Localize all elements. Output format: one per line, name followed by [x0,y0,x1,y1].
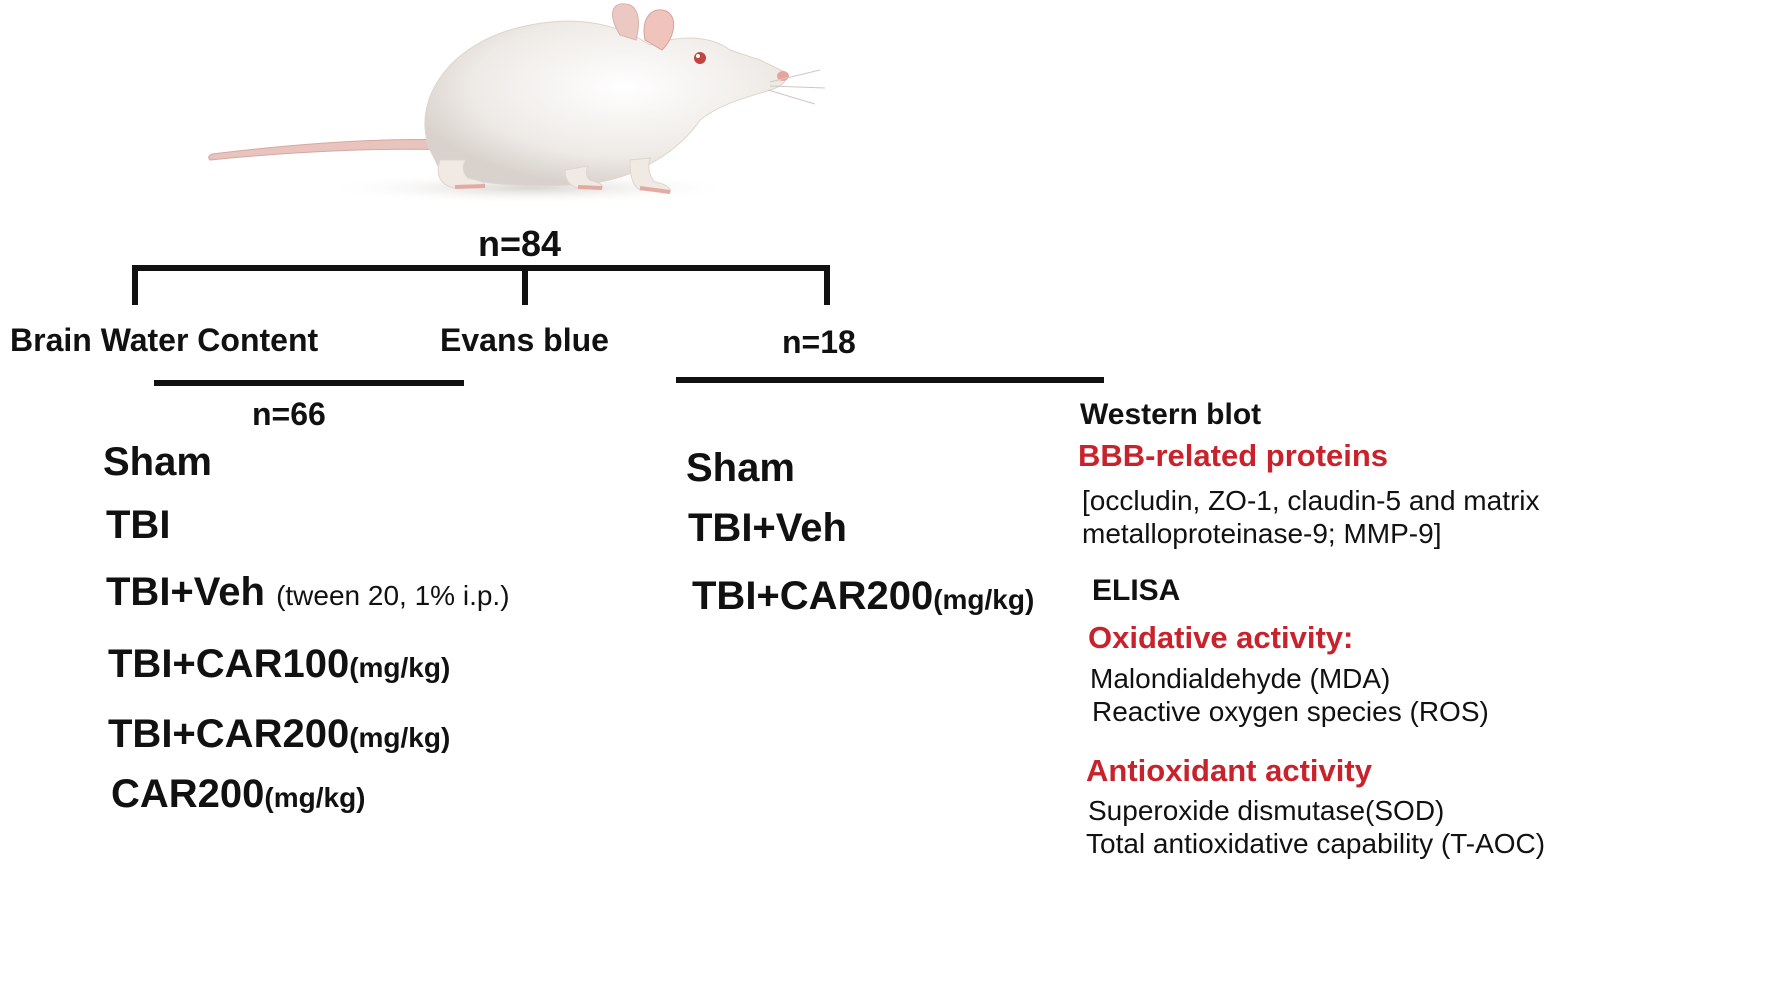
bbb-proteins-line-1: [occludin, ZO-1, claudin-5 and matrix [1082,485,1540,516]
top-bracket-left-tick [132,265,138,305]
left-n: n=66 [252,396,326,432]
left-group-item: TBI+Veh (tween 20, 1% i.p.) [106,570,510,615]
antioxidant-activity-title: Antioxidant activity [1086,753,1372,788]
left-group-item: CAR200(mg/kg) [111,772,366,817]
group-label: Sham [103,440,212,484]
group-label: Sham [686,446,795,490]
top-bracket-bar [132,265,830,271]
branch-evans-blue: Evans blue [440,322,609,358]
branch-brain-water-content: Brain Water Content [10,322,319,358]
right-group-item: Sham [686,446,795,491]
antioxidant-item: Total antioxidative capability (T-AOC) [1086,828,1546,859]
left-group-item: TBI [106,503,170,548]
oxidative-activity-title: Oxidative activity: [1088,620,1354,655]
group-label: TBI+Veh [688,506,847,550]
left-group-item: TBI+CAR200(mg/kg) [108,712,450,757]
top-bracket-right-tick [824,265,830,305]
group-label: TBI+CAR200 [692,574,934,618]
bbb-proteins-title: BBB-related proteins [1078,438,1389,473]
branch-right-n: n=18 [782,324,856,360]
left-group-item: Sham [103,440,212,485]
group-label: CAR200 [111,772,265,816]
right-group-item: TBI+CAR200(mg/kg) [692,574,1034,619]
right-sub-bar [676,377,1104,383]
group-label: TBI+CAR100 [108,642,350,686]
western-blot-title: Western blot [1080,398,1262,431]
left-group-item: TBI+CAR100(mg/kg) [108,642,450,687]
group-label: TBI [106,503,171,547]
group-label: TBI+CAR200 [108,712,350,756]
left-sub-bar [154,380,464,386]
oxidative-item: Reactive oxygen species (ROS) [1092,696,1489,727]
group-dose-unit: (mg/kg) [349,652,451,683]
elisa-title: ELISA [1092,574,1181,607]
total-n: n=84 [478,223,562,264]
group-dose-unit: (mg/kg) [349,722,451,753]
bbb-proteins-line-2: metalloproteinase-9; MMP-9] [1082,518,1442,549]
top-bracket-middle-tick [522,265,528,305]
rat-icon [208,3,826,204]
group-label: TBI+Veh [106,570,265,614]
group-dose-unit: (mg/kg) [264,782,366,813]
group-note: (tween 20, 1% i.p.) [276,580,510,611]
group-dose-unit: (mg/kg) [933,584,1035,615]
antioxidant-item: Superoxide dismutase(SOD) [1088,795,1445,826]
oxidative-item: Malondialdehyde (MDA) [1090,663,1391,694]
right-group-item: TBI+Veh [688,506,847,551]
